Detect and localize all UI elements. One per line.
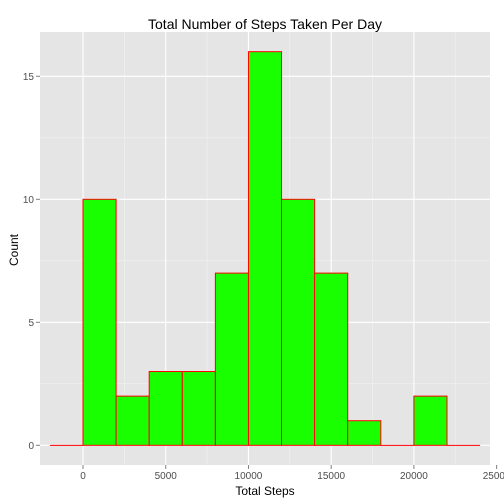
histogram-bar — [148, 371, 183, 446]
histogram-bar — [247, 51, 283, 446]
x-axis-title: Total Steps — [235, 484, 294, 498]
histogram-bar — [281, 198, 316, 446]
x-tick-label: 25000 — [483, 471, 504, 482]
histogram-bars — [49, 51, 481, 446]
y-axis-title: Count — [7, 233, 21, 266]
chart-title: Total Number of Steps Taken Per Day — [148, 16, 382, 32]
histogram-bar — [413, 395, 448, 446]
histogram-bar — [82, 198, 117, 446]
histogram-bar — [314, 272, 349, 446]
histogram-bar — [115, 395, 150, 446]
x-tick-label: 0 — [80, 471, 86, 482]
x-tick-label: 20000 — [400, 471, 428, 482]
x-axis-ticks: 0 5000 10000 15000 20000 25000 — [80, 465, 504, 482]
histogram-bar — [214, 272, 249, 446]
histogram-bar — [347, 420, 382, 446]
y-axis-ticks: 0 5 10 15 — [23, 72, 40, 452]
y-tick-label: 10 — [23, 195, 35, 206]
histogram-bar — [181, 371, 216, 446]
y-tick-label: 15 — [23, 72, 35, 83]
y-tick-label: 0 — [28, 441, 34, 452]
x-tick-label: 5000 — [155, 471, 178, 482]
x-tick-label: 15000 — [317, 471, 345, 482]
y-tick-label: 5 — [28, 318, 34, 329]
x-tick-label: 10000 — [235, 471, 263, 482]
